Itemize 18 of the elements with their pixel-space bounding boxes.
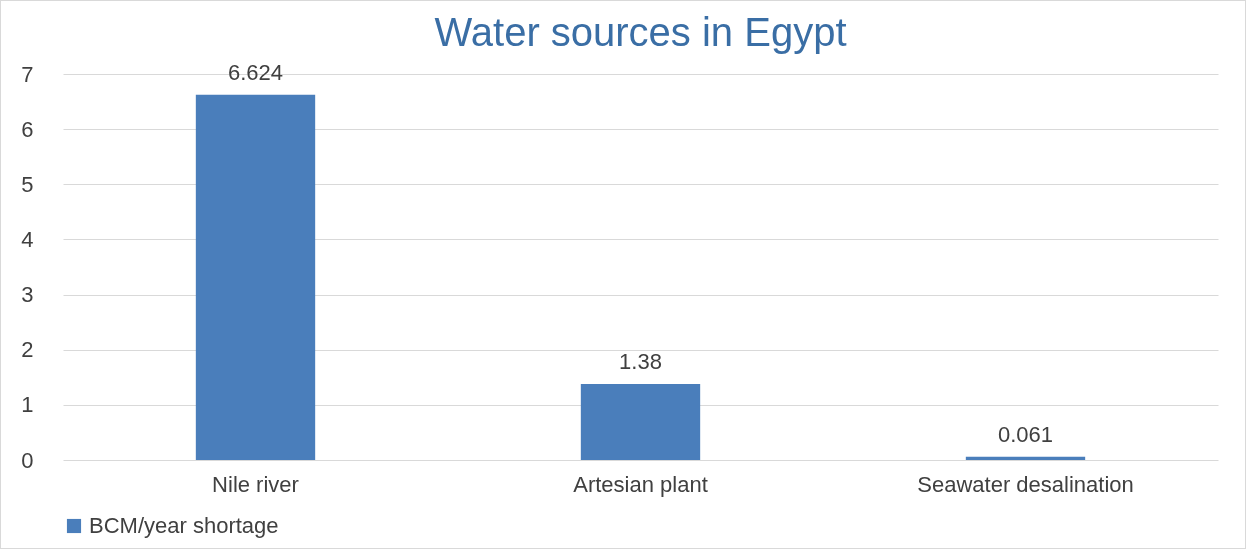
y-tick-label: 7 bbox=[21, 61, 34, 87]
bar bbox=[195, 94, 316, 460]
y-tick-label: 1 bbox=[21, 392, 34, 418]
y-tick-label: 6 bbox=[21, 116, 34, 142]
y-tick-label: 5 bbox=[21, 171, 34, 197]
data-label: 0.061 bbox=[997, 421, 1054, 447]
legend-label: BCM/year shortage bbox=[89, 513, 279, 538]
y-tick-label: 0 bbox=[21, 447, 34, 473]
bar bbox=[580, 383, 701, 460]
chart-title: Water sources in Egypt bbox=[434, 9, 847, 54]
data-label: 1.38 bbox=[619, 348, 662, 374]
x-tick-label: Nile river bbox=[212, 471, 299, 497]
x-tick-label: Artesian plant bbox=[573, 471, 708, 497]
y-tick-label: 2 bbox=[21, 337, 34, 363]
x-tick-label: Seawater desalination bbox=[917, 471, 1134, 497]
data-label: 6.624 bbox=[227, 59, 284, 85]
y-tick-label: 4 bbox=[21, 226, 34, 252]
y-tick-label: 3 bbox=[21, 282, 34, 308]
